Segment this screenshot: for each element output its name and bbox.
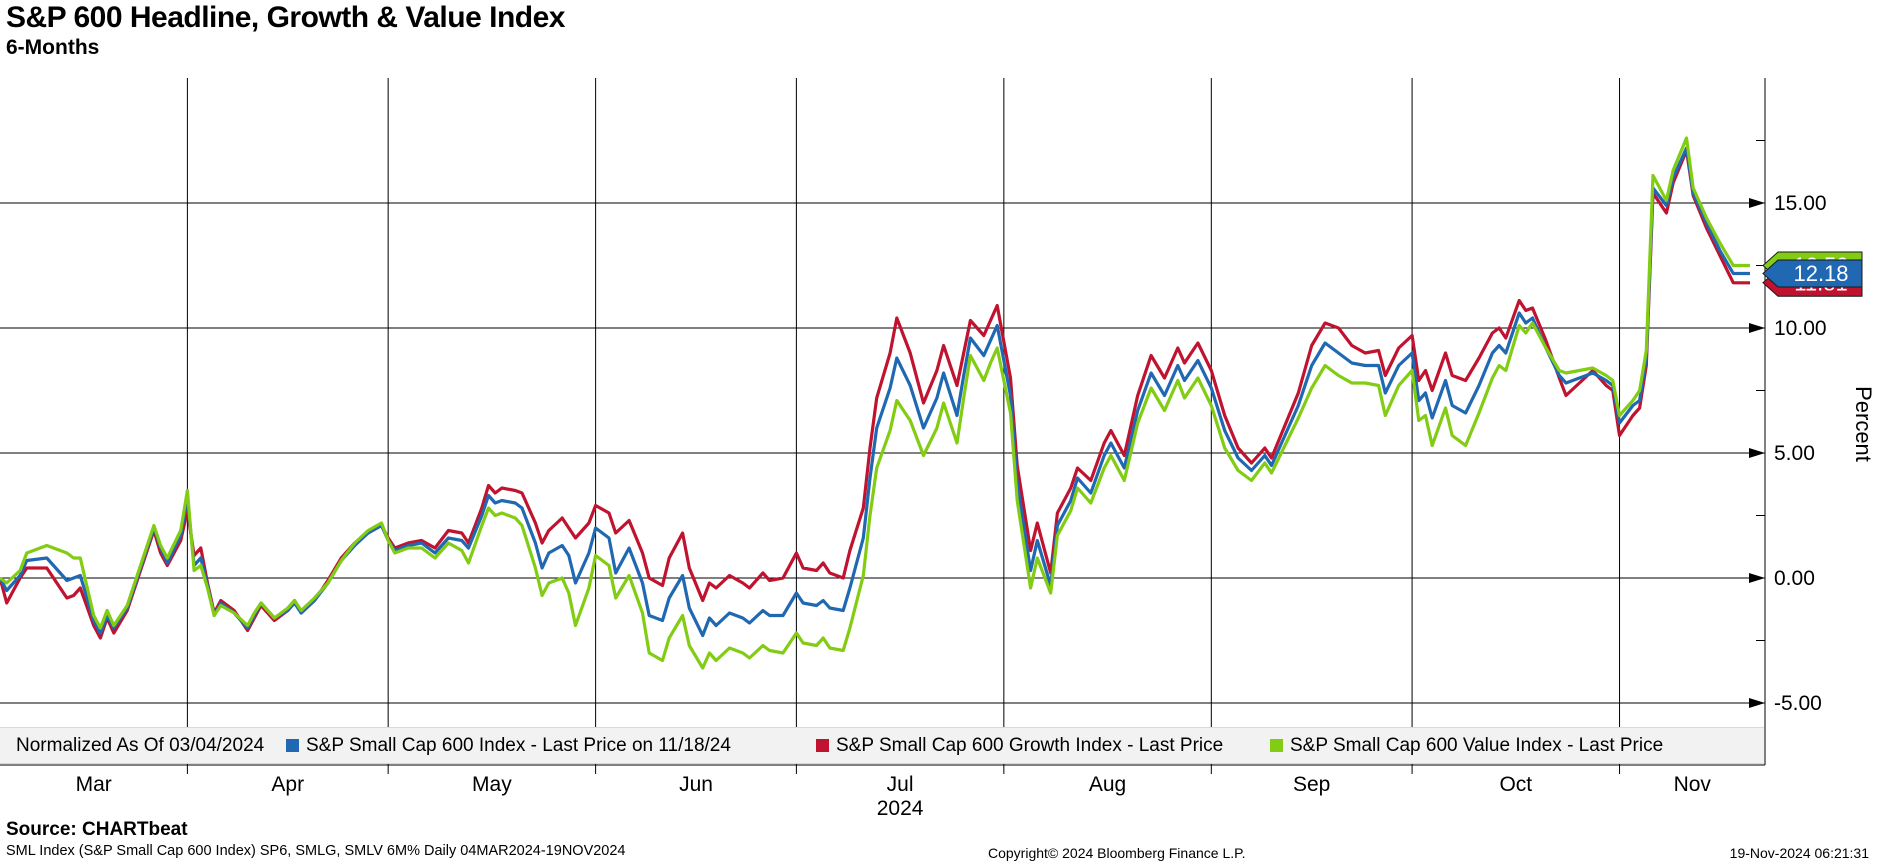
timestamp: 19-Nov-2024 06:21:31 [1729, 845, 1869, 861]
svg-text:Nov: Nov [1674, 773, 1712, 796]
svg-text:15.00: 15.00 [1774, 192, 1827, 215]
legend-item-headline-index: S&P Small Cap 600 Index - Last Price on … [286, 728, 731, 763]
source-label: Source: CHARTbeat [6, 819, 188, 840]
svg-text:0.00: 0.00 [1774, 567, 1815, 590]
headline-series-swatch-icon [286, 739, 299, 752]
svg-text:2024: 2024 [877, 797, 924, 820]
svg-text:Oct: Oct [1499, 773, 1532, 796]
growth-series-swatch-icon [816, 739, 829, 752]
svg-text:Jun: Jun [679, 773, 713, 796]
svg-text:Jul: Jul [887, 773, 914, 796]
legend-item-value-index: S&P Small Cap 600 Value Index - Last Pri… [1270, 728, 1663, 763]
svg-text:-5.00: -5.00 [1774, 692, 1822, 715]
svg-text:5.00: 5.00 [1774, 442, 1815, 465]
page-title: S&P 600 Headline, Growth & Value Index [6, 1, 565, 34]
svg-text:May: May [472, 773, 512, 796]
svg-text:Percent: Percent [1851, 386, 1876, 462]
chart-legend: Normalized As Of 03/04/2024 S&P Small Ca… [0, 727, 1764, 764]
value-series-swatch-icon [1270, 739, 1283, 752]
svg-text:Sep: Sep [1293, 773, 1330, 796]
copyright-notice: Copyright© 2024 Bloomberg Finance L.P. [988, 845, 1246, 861]
svg-text:12.18: 12.18 [1793, 261, 1848, 286]
chart-description: SML Index (S&P Small Cap 600 Index) SP6,… [6, 843, 626, 859]
page-subtitle: 6-Months [6, 36, 100, 59]
svg-text:Apr: Apr [271, 773, 304, 796]
svg-text:Mar: Mar [76, 773, 112, 796]
svg-text:10.00: 10.00 [1774, 317, 1827, 340]
legend-item-growth-index: S&P Small Cap 600 Growth Index - Last Pr… [816, 728, 1223, 763]
svg-text:Aug: Aug [1089, 773, 1126, 796]
legend-normalized-note: Normalized As Of 03/04/2024 [16, 734, 265, 756]
